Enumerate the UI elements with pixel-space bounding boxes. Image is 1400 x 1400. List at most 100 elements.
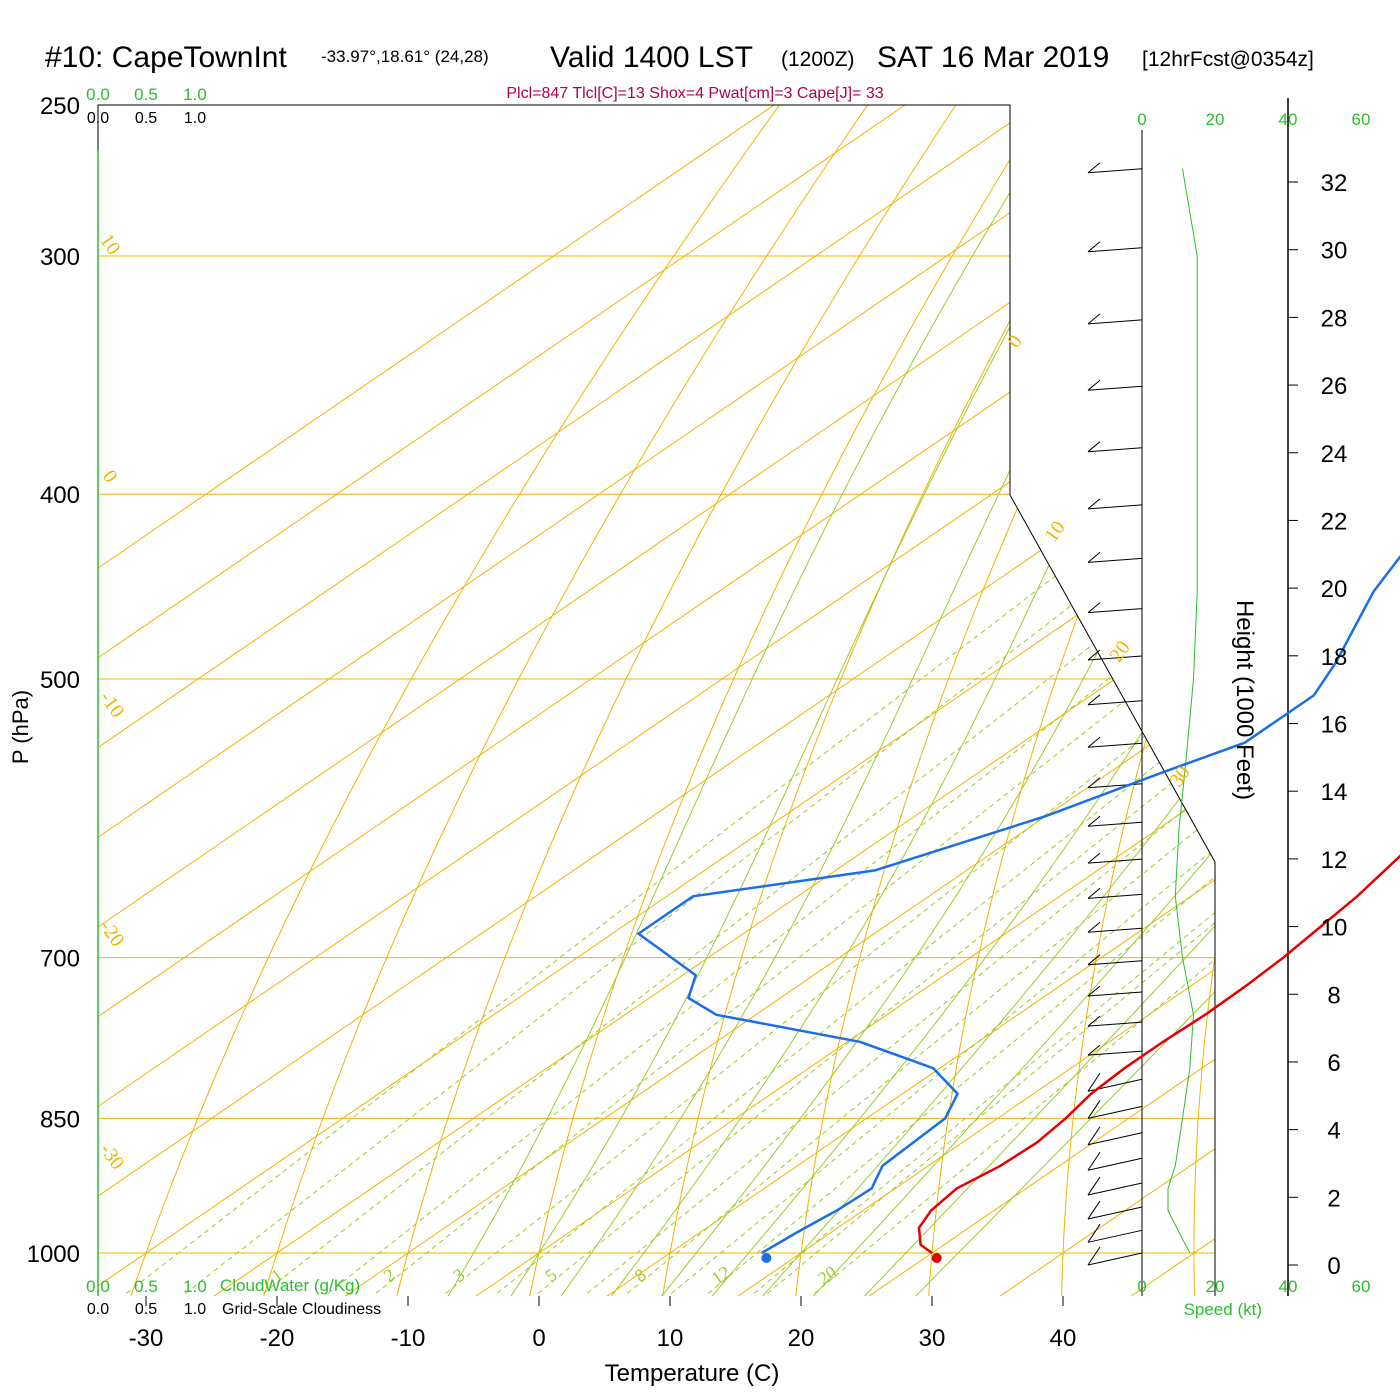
- dry-adiabat: [794, 105, 1215, 1296]
- isotherm-label: 0: [1003, 331, 1027, 352]
- height-tick-label: 14: [1321, 779, 1348, 806]
- mixing-ratio-line: [586, 493, 1215, 1294]
- mixing-ratio-line: [814, 493, 1215, 1294]
- moist-adiabat: [808, 105, 1215, 1296]
- wind-barb-flag: [1087, 736, 1101, 748]
- pressure-ticks: 1000 850 700 500 400 300 250: [27, 93, 80, 1268]
- wind-barb: [1087, 379, 1143, 391]
- speed-tick-bottom: 60: [1352, 1277, 1371, 1296]
- wind-barb-staff: [1087, 655, 1143, 661]
- pressure-tick-label: 400: [40, 482, 80, 509]
- temperature-line: [917, 854, 1400, 1255]
- height-tick-label: 22: [1321, 508, 1348, 535]
- wind-barb-staff: [1087, 504, 1143, 510]
- wind-barb-flag: [1087, 954, 1101, 966]
- wind-barb-flag: [1087, 1246, 1101, 1266]
- isotherm-line: [98, 105, 1215, 1296]
- mixing-ratio-line: [375, 493, 1215, 1294]
- isotherm-line: [1125, 105, 1215, 1296]
- wind-barb-staff: [1087, 608, 1143, 614]
- mixing-ratio-line: [753, 493, 1215, 1294]
- height-tick-label: 28: [1321, 305, 1348, 332]
- wind-barb-staff: [1087, 858, 1143, 864]
- cloudiness-tick-bottom: 0.5: [135, 1301, 157, 1318]
- wind-barb-flag: [1087, 852, 1101, 864]
- wind-barbs: [1087, 162, 1143, 1266]
- mixing-ratio-line: [496, 493, 1215, 1294]
- wind-barb: [1087, 162, 1143, 174]
- height-tick-label: 10: [1321, 915, 1348, 942]
- height-tick-label: 4: [1327, 1118, 1340, 1145]
- temperature-tick-label: -10: [391, 1325, 426, 1352]
- wind-barb: [1087, 887, 1143, 899]
- isotherm-label: 20: [1105, 637, 1134, 666]
- temperature-ticks: -30 -20 -10 0 10 20 30 40: [129, 1296, 1076, 1352]
- wind-barb-staff: [1087, 893, 1143, 899]
- wind-barb-staff: [1087, 1132, 1143, 1146]
- isotherm-label: 30: [1165, 762, 1194, 791]
- plot-frame: [97, 104, 1216, 1296]
- isotherm-line: [208, 105, 1215, 1296]
- pressure-tick-label: 700: [40, 946, 80, 973]
- wind-barb-staff: [1087, 1021, 1143, 1027]
- background-lines: [98, 105, 1215, 1296]
- wind-barb-staff: [1087, 700, 1143, 706]
- cloud-water-tick-top: 0.5: [134, 85, 158, 104]
- speed-tick-bottom: 20: [1206, 1277, 1225, 1296]
- height-tick-label: 12: [1321, 847, 1348, 874]
- height-tick-label: 24: [1321, 441, 1348, 468]
- cloud-water-tick-bottom: 0.5: [134, 1277, 158, 1296]
- valid-time: Valid 1400 LST: [550, 41, 753, 74]
- wind-barb: [1087, 1224, 1143, 1243]
- wind-barb-flag: [1087, 498, 1101, 510]
- wind-barb-staff: [1087, 1157, 1143, 1171]
- temperature-tick-label: 0: [532, 1325, 545, 1352]
- wind-barb-flag: [1087, 777, 1101, 789]
- mixing-ratio-line: [537, 493, 1215, 1294]
- wind-barb-flag: [1087, 921, 1101, 933]
- dry-adiabat: [1193, 105, 1215, 1296]
- wind-barb-staff: [1087, 1050, 1143, 1056]
- wind-barb-flag: [1087, 162, 1101, 174]
- wind-barb-staff: [1087, 557, 1143, 563]
- wind-barb: [1087, 1246, 1143, 1266]
- zulu-time: (1200Z): [781, 48, 855, 71]
- speed-tick-top: 60: [1352, 110, 1371, 129]
- pressure-tick-label: 300: [40, 244, 80, 271]
- cloud-water-tick-top: 1.0: [183, 85, 207, 104]
- mixing-ratio-lines: [125, 493, 1215, 1294]
- height-axis-label: Height (1000 Feet): [1231, 600, 1258, 800]
- isotherm-label: -30: [95, 1139, 128, 1173]
- wind-barb-staff: [1087, 821, 1143, 827]
- pressure-tick-label: 500: [40, 667, 80, 694]
- wind-barb-flag: [1087, 985, 1101, 997]
- dry-adiabat: [395, 105, 960, 1296]
- wind-barb-staff: [1087, 319, 1143, 325]
- height-tick-label: 16: [1321, 712, 1348, 739]
- temperature-tick-label: 30: [919, 1325, 946, 1352]
- isotherm-line: [601, 105, 1215, 1296]
- isotherm-label: 10: [95, 230, 124, 259]
- valid-date: SAT 16 Mar 2019: [877, 41, 1109, 74]
- station-coords: -33.97°,18.61° (24,28): [321, 47, 489, 66]
- wind-barb: [1087, 498, 1143, 510]
- station-title: #10: CapeTownInt: [45, 41, 287, 74]
- moist-adiabat: [757, 105, 1215, 1296]
- mixing-ratio-label: 5: [542, 1264, 561, 1286]
- isotherm-line: [98, 105, 1215, 1296]
- wind-barb-flag: [1087, 1176, 1101, 1196]
- dewpoint-line: [636, 554, 1400, 1255]
- pressure-tick-label: 250: [40, 93, 80, 120]
- temperature-profile: [917, 854, 1400, 1263]
- height-tick-label: 6: [1327, 1050, 1340, 1077]
- wind-barb: [1087, 1200, 1143, 1220]
- wind-barb-flag: [1087, 551, 1101, 563]
- wind-barb-flag: [1087, 313, 1101, 325]
- wind-barb-flag: [1087, 887, 1101, 899]
- height-tick-label: 8: [1327, 982, 1340, 1009]
- cloudiness-tick-top: 0.0: [87, 110, 109, 127]
- height-tick-label: 20: [1321, 576, 1348, 603]
- dewpoint-profile: [636, 554, 1400, 1263]
